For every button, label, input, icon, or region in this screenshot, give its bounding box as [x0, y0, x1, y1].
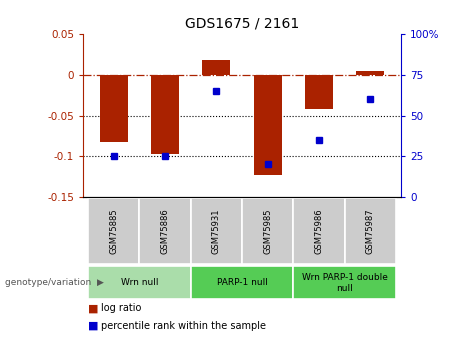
Bar [139, 198, 191, 264]
Text: log ratio: log ratio [101, 303, 142, 313]
Bar [293, 198, 345, 264]
Bar [88, 266, 191, 299]
Text: PARP-1 null: PARP-1 null [217, 278, 267, 287]
Text: GSM75986: GSM75986 [314, 208, 324, 254]
Text: GSM75885: GSM75885 [109, 208, 118, 254]
Text: ■: ■ [88, 303, 98, 313]
Bar [88, 198, 139, 264]
Text: GSM75985: GSM75985 [263, 208, 272, 254]
Text: Wrn null: Wrn null [121, 278, 158, 287]
Bar [242, 198, 293, 264]
Text: GSM75987: GSM75987 [366, 208, 375, 254]
Bar [202, 60, 230, 75]
Bar [151, 75, 179, 154]
Bar [191, 198, 242, 264]
Text: percentile rank within the sample: percentile rank within the sample [101, 321, 266, 331]
Bar [356, 71, 384, 75]
Title: GDS1675 / 2161: GDS1675 / 2161 [185, 17, 299, 31]
Bar [305, 75, 333, 109]
Bar [345, 198, 396, 264]
Bar [254, 75, 282, 175]
Bar [191, 266, 293, 299]
Bar [293, 266, 396, 299]
Text: GSM75886: GSM75886 [160, 208, 170, 254]
Text: Wrn PARP-1 double
null: Wrn PARP-1 double null [301, 273, 388, 293]
Text: ■: ■ [88, 321, 98, 331]
Bar [100, 75, 128, 142]
Text: genotype/variation  ▶: genotype/variation ▶ [5, 278, 103, 287]
Text: GSM75931: GSM75931 [212, 208, 221, 254]
